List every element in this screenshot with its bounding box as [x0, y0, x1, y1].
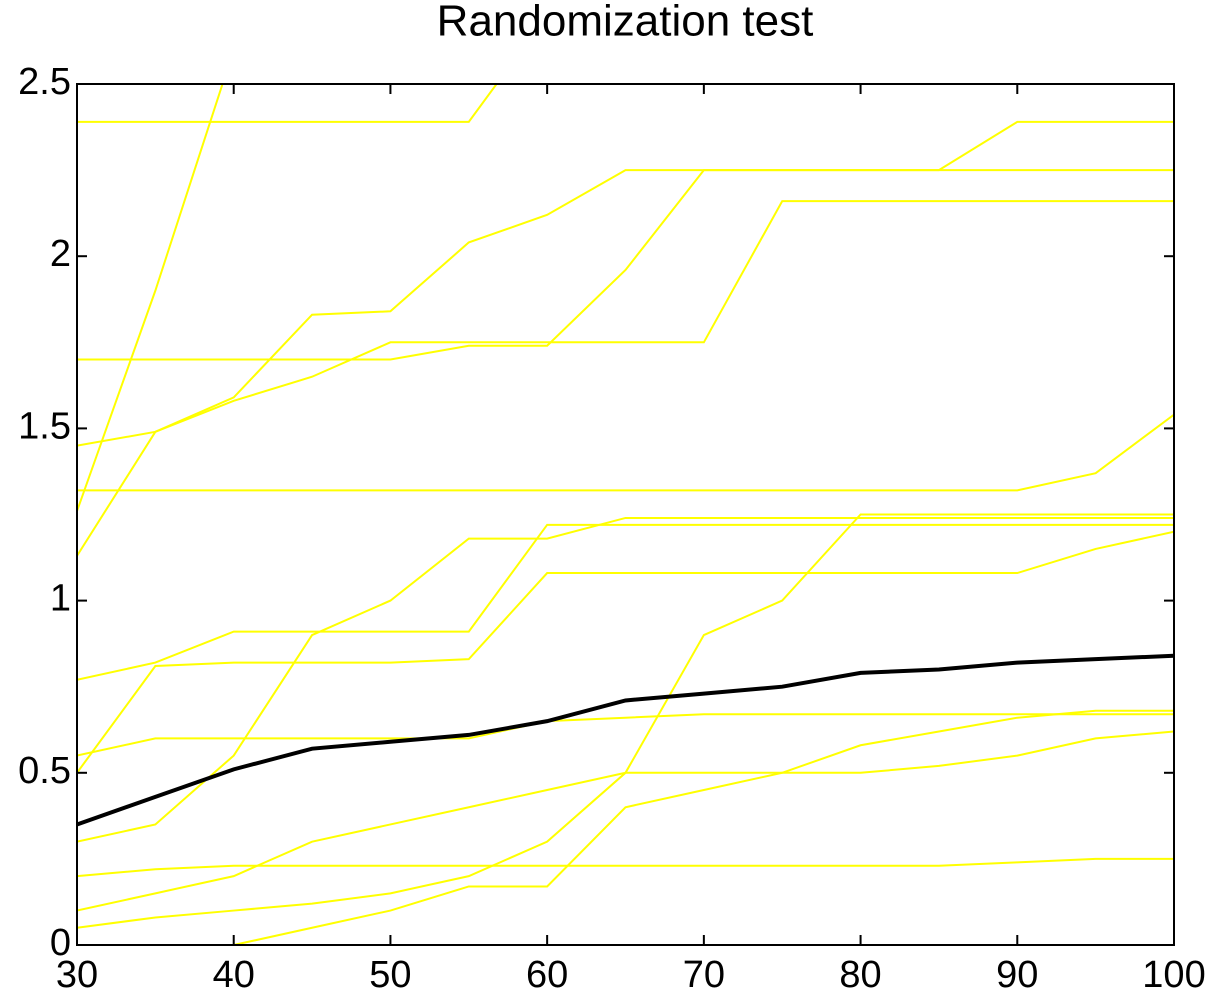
chart-title: Randomization test: [437, 0, 814, 46]
y-tick-label: 0: [50, 922, 71, 964]
series-line: [77, 169, 1174, 557]
series-line: [77, 530, 1174, 774]
series-line: [77, 653, 1174, 827]
x-tick-label: 40: [213, 954, 255, 996]
x-tick-label: 50: [369, 954, 411, 996]
series-line: [77, 413, 1174, 492]
y-tick-label: 2: [50, 233, 71, 275]
y-tick-label: 0.5: [18, 750, 71, 792]
x-tick-label: 100: [1142, 954, 1205, 996]
x-tick-label: 60: [526, 954, 568, 996]
plot-lines: [77, 84, 1174, 945]
series-line: [77, 516, 1174, 843]
y-tick-label: 2.5: [18, 61, 71, 103]
plot-frame: [76, 83, 1175, 946]
series-line: [77, 857, 1174, 878]
series-line: [77, 713, 1174, 757]
y-tick-label: 1: [50, 578, 71, 620]
series-line: [77, 730, 1174, 945]
series-line: [77, 513, 1174, 929]
series-line: [77, 84, 498, 123]
y-tick-label: 1.5: [18, 405, 71, 447]
x-tick-label: 30: [56, 954, 98, 996]
x-tick-label: 80: [839, 954, 881, 996]
series-line: [77, 200, 1174, 447]
series-line: [77, 523, 1174, 681]
x-tick-label: 90: [996, 954, 1038, 996]
series-line: [77, 120, 1174, 361]
x-tick-label: 70: [683, 954, 725, 996]
